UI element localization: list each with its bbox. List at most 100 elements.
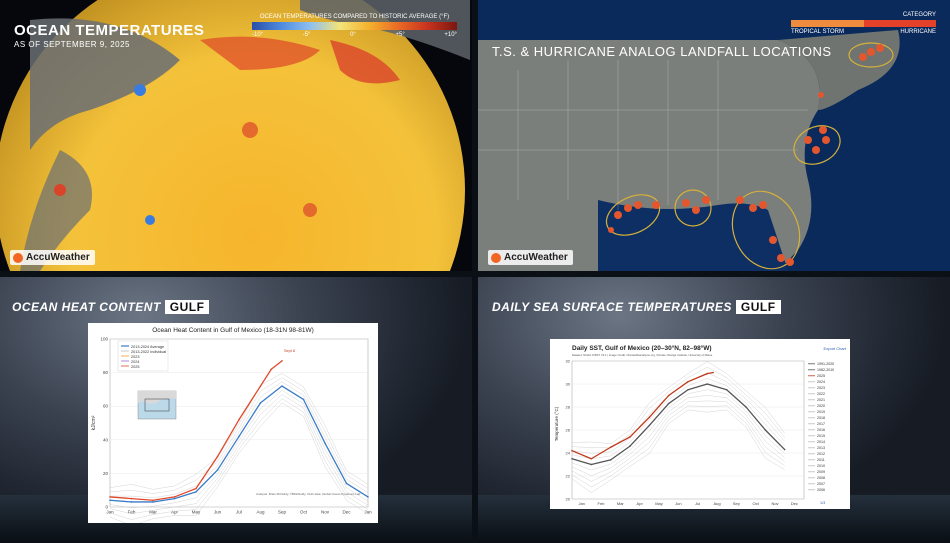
panel-title: T.S. & HURRICANE ANALOG LANDFALL LOCATIO… [492,44,832,59]
background-year-line [109,398,369,520]
data-point [152,501,154,503]
plot-area: 20 22 24 26 28 30 32 Jan Feb Mar Apr May Jun Jul Aug Se… [566,359,805,506]
chart-credit: Analysis: Brian McNoldy, ©BMcNoldy, OHC … [256,492,361,496]
data-point [195,491,197,493]
y-axis-label: Temperature (°C) [554,406,559,441]
legend-entry: 2020 [817,404,825,408]
x-tick-label: May [192,510,201,515]
chart-title: Ocean Heat Content in Gulf of Mexico (18… [152,327,314,334]
data-point [281,360,283,362]
legend-entry: 2021 [817,398,825,402]
x-tick-label: Nov [771,501,778,506]
data-point [130,501,133,503]
data-point [590,457,593,460]
legend-pager[interactable]: 1/3 [820,501,825,505]
panel-title: OCEAN HEAT CONTENT GULF [12,300,210,314]
data-point [590,463,593,466]
data-point [281,385,283,387]
legend-color-bar [252,22,457,30]
data-point [687,388,689,391]
data-point [259,385,262,387]
legend-entry: 2025 [131,365,139,369]
background-year-line [109,389,369,509]
anomaly-legend: OCEAN TEMPERATURES COMPARED TO HISTORIC … [252,14,457,38]
legend-entry: 2009 [817,470,825,474]
legend-swatch-tropical-storm [791,20,864,27]
data-point [706,372,709,375]
y-tick-label: 20 [103,471,109,476]
data-point [629,445,631,447]
legend-entry: 2018 [817,416,825,420]
data-point [109,499,111,502]
chart-legend: 2013-2024 Average 2013-2022 Individual 2… [117,340,169,372]
data-point [667,402,670,405]
export-chart-button[interactable]: Export Chart [824,346,847,351]
x-tick-label: Apr [171,510,179,515]
legend-entry: 2022 [817,392,825,396]
title-main: DAILY SEA SURFACE TEMPERATURES [492,300,732,314]
legend-entry: 2011 [817,458,825,462]
legend-entry: 1991-2020 [817,362,834,366]
sun-icon [491,252,501,263]
data-point [667,394,670,397]
legend-entry: 2019 [817,410,825,414]
x-tick-label: Aug [256,510,265,515]
legend-entry: 2013-2024 Average [131,345,164,349]
data-point [609,459,612,461]
y-tick-label: 32 [566,359,571,364]
legend-entry: 2014 [817,440,825,444]
x-tick-label: Jan [106,510,114,515]
background-year-line [571,378,785,460]
data-point [216,455,219,458]
sst-chart: Daily SST, Gulf of Mexico (20–30°N, 82–9… [550,339,850,509]
chart-subtitle: Dataset: NOAA OISST V2.1 | Image Credit:… [572,353,713,357]
category-legend: CATEGORY TROPICAL STORM HURRICANE [791,12,936,35]
x-tick-label: Aug [713,501,720,506]
legend-color-bar [791,20,936,27]
legend-swatch-hurricane [863,20,936,27]
x-tick-label: Oct [300,510,308,515]
data-point [345,482,348,485]
landfall-map [478,0,950,271]
data-point [648,424,651,427]
x-tick-label: Dec [791,501,798,506]
data-point [302,398,305,401]
data-point [706,383,709,385]
x-tick-label: Sep [278,510,287,515]
y-tick-label: 24 [566,451,571,456]
plot-area: 0 20 40 60 80 100 Jan Feb Mar Apr May Jun Jul Aug Sep O… [100,337,372,526]
legend-entry: 2012 [817,452,825,456]
panel-title: OCEAN TEMPERATURES [14,22,205,39]
data-point [783,448,786,451]
legend-header: CATEGORY [902,12,936,18]
logo-text: AccuWeather [504,252,568,263]
y-axis-label: kJ/cm² [91,415,97,430]
y-tick-label: 100 [100,337,108,342]
y-tick-label: 40 [103,437,109,442]
ohc-chart: Ocean Heat Content in Gulf of Mexico (18… [88,323,378,526]
x-tick-label: Jan [364,510,372,515]
y-tick-label: 28 [566,405,571,410]
landfall-locations-panel: T.S. & HURRICANE ANALOG LANDFALL LOCATIO… [478,0,950,271]
ocean-temperatures-panel: OCEAN TEMPERATURES AS OF SEPTEMBER 9, 20… [0,0,472,271]
background-year-line [110,381,369,498]
background-year-line [109,394,369,514]
title-tag: GULF [735,300,781,314]
data-point [712,371,714,374]
legend-entry: 2025 [817,374,825,378]
legend-entry: 2023 [817,386,825,390]
data-point [571,449,573,452]
legend-entry: 2013-2022 Individual [131,350,166,354]
data-point [609,446,612,449]
legend-tick: +10° [444,32,457,38]
data-point [238,435,240,438]
series-line [571,383,786,466]
x-tick-label: Jan [578,501,584,506]
legend-tick: 0° [350,32,356,38]
legend-labels: TROPICAL STORM HURRICANE [791,29,936,35]
data-point [745,406,747,408]
legend-title: OCEAN TEMPERATURES COMPARED TO HISTORIC … [259,14,450,20]
legend-entry: 1982-2010 [817,368,834,372]
background-year-line [571,395,785,476]
x-tick-label: Dec [342,510,351,515]
